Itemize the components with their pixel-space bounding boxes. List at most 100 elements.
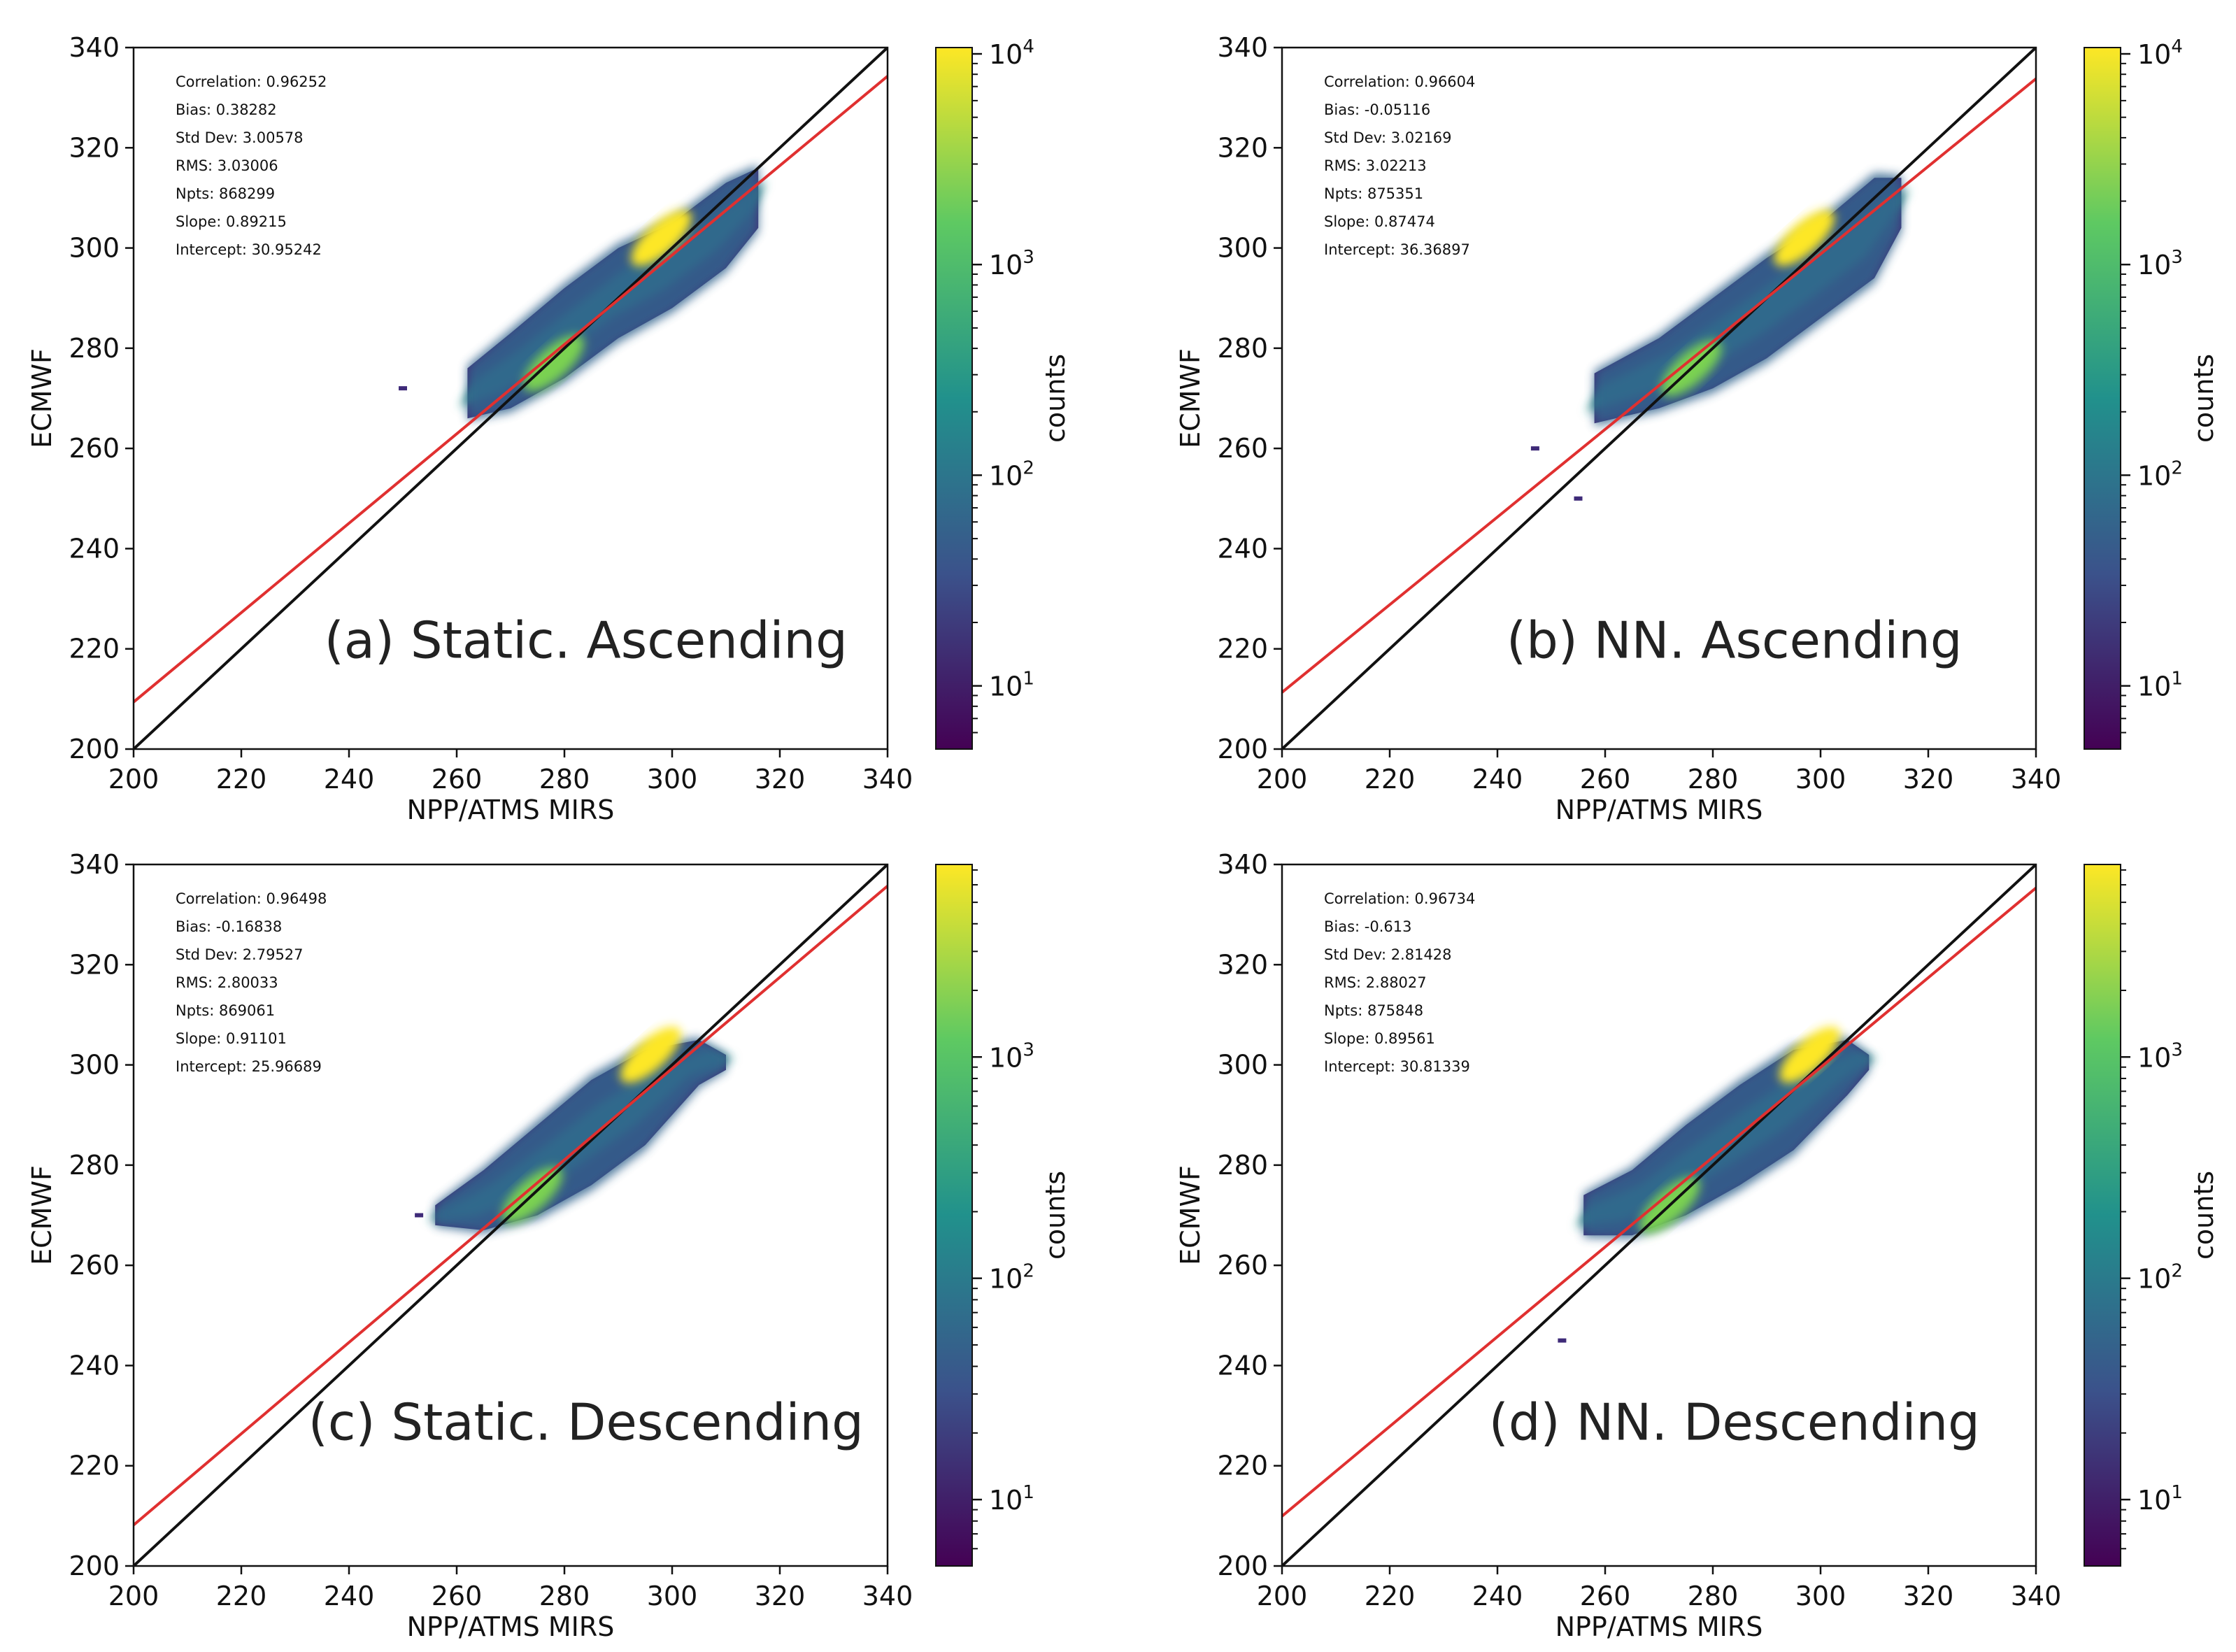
x-tick-label: 280 [1688,764,1739,795]
colorbar-tick-label: 102 [989,457,1034,491]
y-tick-label: 220 [69,634,120,664]
x-axis-label: NPP/ATMS MIRS [407,1611,615,1642]
plot-area [1282,48,2036,749]
x-axis-label: NPP/ATMS MIRS [407,795,615,825]
stats-line: Slope: 0.91101 [176,1030,287,1047]
colorbar-tick-label: 104 [2137,36,2183,70]
plot-area [134,864,888,1566]
y-axis-label: ECMWF [27,1165,57,1265]
density-peak [1779,1026,1841,1083]
colorbar-tick-label: 102 [989,1261,1034,1295]
stats-line: Bias: -0.16838 [176,918,282,935]
stats-line: Npts: 868299 [176,185,275,202]
y-tick-label: 220 [1217,634,1268,664]
x-axis-label: NPP/ATMS MIRS [1555,795,1763,825]
y-tick-label: 240 [69,1350,120,1381]
x-tick-label: 240 [1472,1581,1523,1611]
x-tick-label: 220 [1365,764,1416,795]
x-tick-label: 320 [755,764,806,795]
y-tick-label: 300 [1217,1050,1268,1081]
x-tick-label: 340 [2011,764,2062,795]
stats-line: Correlation: 0.96734 [1324,890,1475,907]
stats-line: Std Dev: 2.79527 [176,946,304,963]
y-tick-label: 320 [1217,949,1268,980]
density-peak [620,1026,681,1083]
regression-fit-line [1282,78,2036,694]
outlier-point [1530,446,1539,451]
x-tick-label: 300 [647,1581,698,1611]
y-tick-label: 320 [69,132,120,163]
y-tick-label: 200 [1217,1551,1268,1581]
colorbar-tick-label: 101 [2137,669,2183,702]
one-to-one-line [134,864,888,1566]
x-tick-label: 320 [1903,764,1954,795]
y-tick-label: 280 [1217,333,1268,364]
colorbar: 101 102 103 counts [2084,864,2219,1567]
x-tick-label: 260 [1580,1581,1631,1611]
density-peak [1774,209,1835,266]
x-tick-label: 300 [1795,1581,1846,1611]
colorbar: 101 102 103 104 counts [2084,36,2219,750]
x-tick-label: 220 [1365,1581,1416,1611]
x-tick-label: 280 [1688,1581,1739,1611]
stats-line: Std Dev: 3.02169 [1324,129,1452,146]
y-tick-label: 200 [69,734,120,764]
density-cloud [1575,1026,1877,1239]
colorbar-tick-label: 103 [2137,1039,2183,1073]
chart-panel-0: 200 220 240 260 280 300 320 340 200 220 240 260 280 3… [27,32,1071,825]
outlier-point [1558,1338,1567,1343]
x-tick-label: 200 [1257,1581,1308,1611]
chart-panel-1: 200 220 240 260 280 300 320 340 200 220 240 260 280 3… [1175,32,2219,825]
axes-frame [1281,46,2037,750]
y-tick-label: 340 [1217,849,1268,880]
colorbar-tick-label: 101 [989,1482,1034,1516]
y-tick-label: 200 [1217,734,1268,764]
density-cloud [427,1026,734,1234]
x-tick-label: 340 [862,1581,913,1611]
colorbar-tick-label: 102 [2137,457,2183,491]
y-tick-label: 240 [1217,1350,1268,1381]
x-tick-label: 220 [216,1581,267,1611]
panel-label: (b) NN. Ascending [1507,611,1963,670]
stats-line: Correlation: 0.96604 [1324,73,1475,90]
colorbar-label: counts [2188,1171,2219,1260]
x-tick-label: 240 [1472,764,1523,795]
regression-fit-line [1282,886,2036,1518]
x-tick-label: 240 [324,1581,375,1611]
density-ribbon [435,1037,726,1234]
colorbar-gradient [2084,47,2121,750]
stats-line: Intercept: 30.95242 [176,241,322,258]
one-to-one-line [1282,48,2036,749]
y-tick-label: 240 [1217,533,1268,564]
regression-fit-line [134,885,888,1527]
x-tick-label: 260 [1580,764,1631,795]
y-tick-label: 300 [69,1050,120,1081]
outlier-point [415,1213,424,1218]
y-axis-label: ECMWF [1175,1165,1206,1265]
stats-line: RMS: 2.80033 [176,974,278,991]
regression-fit-line [134,75,888,704]
y-tick-label: 300 [1217,233,1268,264]
colorbar-gradient [935,864,973,1567]
colorbar-tick-label: 101 [2137,1482,2183,1516]
panel-label: (a) Static. Ascending [325,611,848,670]
colorbar-tick-label: 101 [989,669,1034,702]
x-tick-label: 280 [539,1581,590,1611]
axes-frame [1281,863,2037,1567]
y-tick-label: 220 [69,1451,120,1481]
density-ribbon [1594,173,1902,426]
y-tick-label: 340 [69,32,120,63]
stats-line: Std Dev: 2.81428 [1324,946,1452,963]
y-tick-label: 280 [69,1150,120,1181]
colorbar-tick-label: 104 [989,36,1034,70]
y-tick-label: 220 [1217,1451,1268,1481]
density-peak [631,209,692,266]
colorbar-gradient [935,47,973,750]
x-tick-label: 200 [108,1581,159,1611]
stats-line: RMS: 2.88027 [1324,974,1427,991]
stats-line: Bias: 0.38282 [176,101,277,118]
y-tick-label: 320 [69,949,120,980]
x-tick-label: 320 [755,1581,806,1611]
y-tick-label: 260 [1217,1250,1268,1281]
